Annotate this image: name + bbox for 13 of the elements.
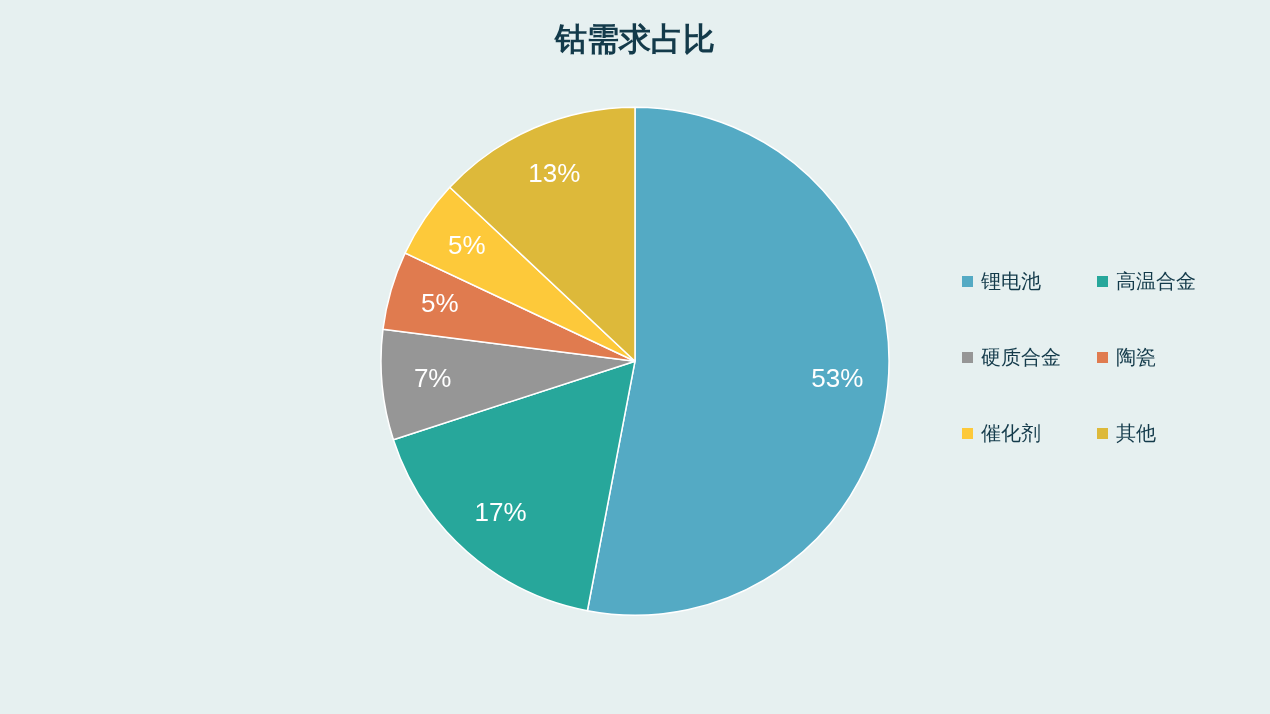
data-label: 5%: [448, 230, 486, 261]
data-label: 13%: [528, 157, 581, 188]
legend-label: 硬质合金: [981, 343, 1061, 371]
legend-label: 催化剂: [981, 419, 1041, 447]
chart-title: 钴需求占比: [553, 19, 715, 58]
data-label: 53%: [811, 363, 864, 394]
legend-label: 高温合金: [1116, 267, 1196, 295]
legend-label: 其他: [1116, 419, 1156, 447]
data-label: 17%: [474, 496, 527, 527]
data-label: 7%: [413, 363, 452, 394]
data-label: 5%: [421, 287, 459, 318]
legend-label: 锂电池: [981, 267, 1041, 295]
legend-label: 陶瓷: [1116, 343, 1156, 371]
